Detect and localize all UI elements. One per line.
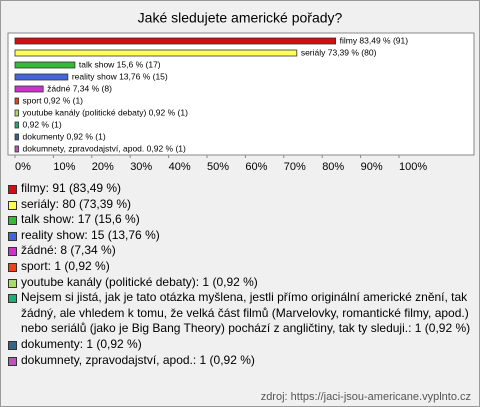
legend-swatch bbox=[8, 200, 17, 210]
bar-label: sport 0,92 % (1) bbox=[23, 95, 84, 105]
legend-label: youtube kanály (politické debaty): 1 (0,… bbox=[21, 274, 258, 289]
bar-label: 0,92 % (1) bbox=[23, 119, 62, 129]
bar bbox=[14, 121, 19, 129]
x-tick-label: 60% bbox=[245, 161, 267, 173]
bar bbox=[14, 61, 76, 69]
x-tick-label: 40% bbox=[169, 161, 191, 173]
legend-swatch bbox=[8, 356, 17, 366]
bar-label: seriály 73,39 % (80) bbox=[301, 47, 377, 57]
legend-item: dokumnety, zpravodajství, apod.: 1 (0,92… bbox=[7, 353, 473, 369]
x-tick-label: 70% bbox=[284, 161, 306, 173]
legend-label: Nejsem si jistá, jak je tato otázka myšl… bbox=[21, 290, 471, 336]
bar bbox=[14, 73, 69, 81]
legend-label: seriály: 80 (73,39 %) bbox=[21, 196, 132, 211]
bar bbox=[14, 49, 298, 57]
legend-label: dokumenty: 1 (0,92 %) bbox=[21, 336, 142, 351]
legend: filmy: 91 (83,49 %) seriály: 80 (73,39 %)… bbox=[7, 181, 473, 368]
bar bbox=[14, 109, 19, 117]
legend-label: filmy: 91 (83,49 %) bbox=[21, 181, 122, 195]
legend-label: dokumnety, zpravodajství, apod.: 1 (0,92… bbox=[21, 352, 255, 367]
chart: Jaké sledujete americké pořady? 0% 10% 20%… bbox=[7, 10, 475, 173]
legend-swatch bbox=[8, 262, 17, 272]
x-tick-label: 80% bbox=[322, 161, 344, 173]
bar-label: reality show 13,76 % (15) bbox=[72, 71, 168, 81]
legend-swatch bbox=[8, 231, 17, 241]
x-tick-label: 10% bbox=[53, 161, 75, 173]
legend-item: reality show: 15 (13,76 %) bbox=[7, 228, 473, 244]
legend-item: Nejsem si jistá, jak je tato otázka myšl… bbox=[7, 290, 473, 337]
legend-item: talk show: 17 (15,6 %) bbox=[7, 212, 473, 228]
legend-swatch bbox=[8, 216, 17, 226]
bar-label: dokumenty 0,92 % (1) bbox=[23, 131, 106, 141]
x-tick-label: 30% bbox=[130, 161, 152, 173]
bar-label: talk show 15,6 % (17) bbox=[79, 59, 161, 69]
bar bbox=[14, 85, 44, 93]
bar-label: youtube kanály (politické debaty) 0,92 %… bbox=[23, 107, 189, 117]
bar-label: filmy 83,49 % (91) bbox=[340, 35, 409, 45]
x-tick-label: 20% bbox=[92, 161, 114, 173]
x-tick-label: 90% bbox=[361, 161, 383, 173]
legend-label: reality show: 15 (13,76 %) bbox=[21, 227, 160, 242]
bar bbox=[14, 145, 19, 153]
legend-item: filmy: 91 (83,49 %) bbox=[7, 181, 473, 197]
bar-label: žádné 7,34 % (8) bbox=[47, 83, 112, 93]
bar-label: dokumnety, zpravodajství, apod. 0,92 % (… bbox=[23, 143, 186, 153]
bar bbox=[14, 97, 19, 105]
legend-item: dokumenty: 1 (0,92 %) bbox=[7, 337, 473, 353]
source: zdroj: https://jaci-jsou-americane.vypln… bbox=[260, 391, 471, 403]
legend-item: sport: 1 (0,92 %) bbox=[7, 259, 473, 275]
legend-item: youtube kanály (politické debaty): 1 (0,… bbox=[7, 275, 473, 291]
legend-swatch bbox=[8, 247, 17, 257]
bar bbox=[14, 133, 19, 141]
x-tick-label: 50% bbox=[207, 161, 229, 173]
legend-label: talk show: 17 (15,6 %) bbox=[21, 212, 140, 227]
legend-swatch bbox=[8, 185, 17, 194]
legend-item: seriály: 80 (73,39 %) bbox=[7, 197, 473, 213]
x-tick-label: 0% bbox=[15, 161, 31, 173]
legend-swatch bbox=[8, 340, 17, 350]
legend-item: žádné: 8 (7,34 %) bbox=[7, 243, 473, 259]
x-tick-label: 100% bbox=[399, 161, 427, 173]
bar bbox=[14, 37, 337, 45]
legend-label: sport: 1 (0,92 %) bbox=[21, 258, 110, 273]
legend-label: žádné: 8 (7,34 %) bbox=[21, 243, 116, 258]
chart-title: Jaké sledujete americké pořady? bbox=[138, 10, 343, 26]
legend-swatch bbox=[8, 278, 17, 288]
legend-swatch bbox=[8, 294, 17, 304]
